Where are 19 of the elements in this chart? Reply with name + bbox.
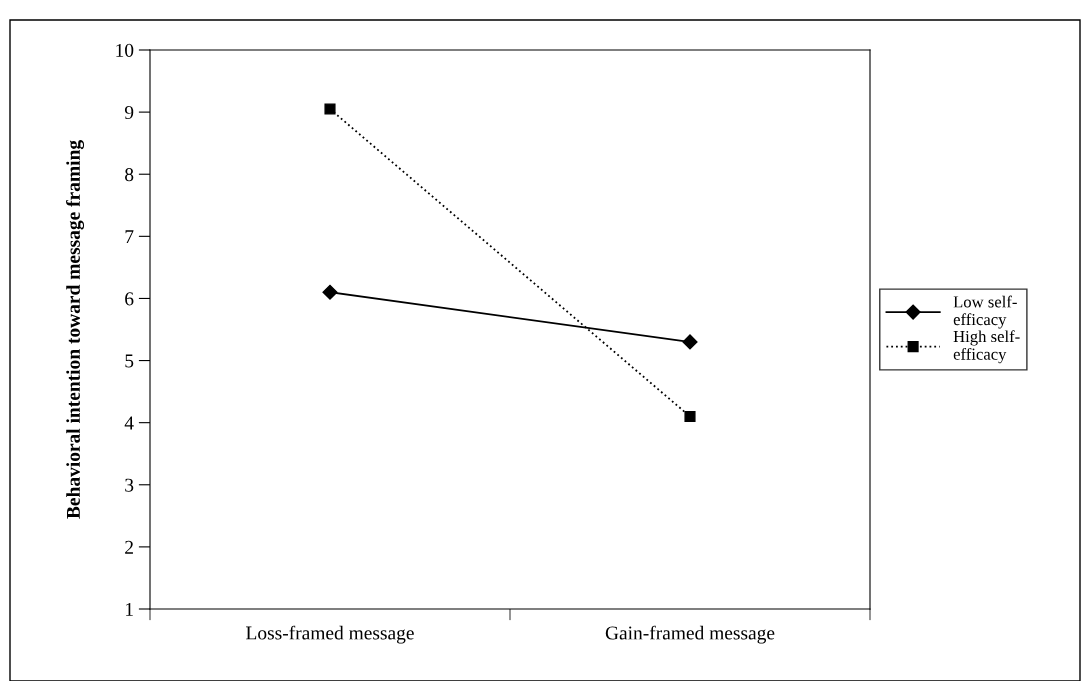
y-tick-label: 2: [125, 540, 133, 554]
y-tick-label: 7: [125, 230, 134, 244]
point: [324, 103, 336, 115]
y-tick-label: 1: [126, 602, 133, 616]
point: [682, 334, 698, 350]
y-tick-label: 8: [125, 168, 134, 182]
legend-label: Low self-efficacy: [953, 295, 1017, 329]
x-tick-label: Loss-framed message: [246, 625, 414, 644]
y-tick-label: 9: [124, 105, 134, 120]
y-tick-label: 6: [125, 292, 134, 306]
y-tick-label: 3: [125, 478, 134, 492]
y-tick-label: 5: [125, 354, 134, 368]
y-tick-label: 4: [124, 416, 134, 430]
x-tick-label: Gain-framed message: [605, 625, 775, 644]
point: [322, 284, 338, 300]
point: [684, 410, 696, 423]
legend-label: High self-efficacy: [953, 330, 1020, 364]
y-axis-title: Behavioral intention toward message framing: [66, 140, 85, 519]
y-tick-label: 10: [116, 43, 134, 57]
